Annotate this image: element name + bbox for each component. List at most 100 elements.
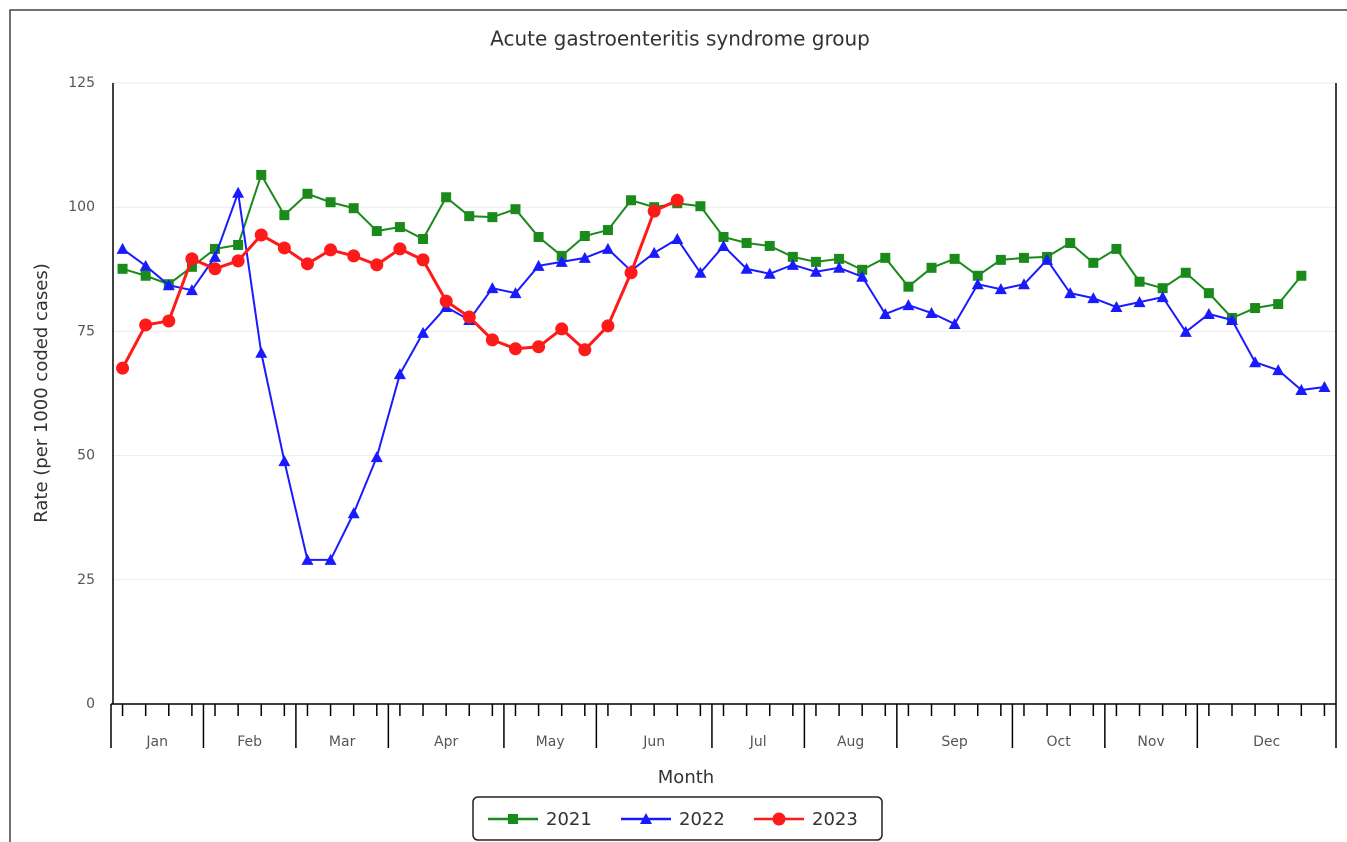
data-point — [1225, 313, 1238, 325]
data-point — [926, 262, 937, 273]
data-point — [1087, 292, 1100, 304]
x-tick-label: Oct — [1047, 734, 1072, 750]
data-point — [717, 239, 730, 251]
data-point — [324, 243, 338, 257]
data-point — [995, 254, 1006, 265]
legend-marker — [640, 813, 652, 824]
data-point — [510, 204, 521, 215]
data-point — [555, 322, 569, 336]
data-point — [1111, 243, 1122, 254]
data-point — [1017, 278, 1030, 290]
data-point — [370, 258, 384, 272]
legend-item[interactable]: 2021 — [488, 809, 592, 830]
data-point — [278, 455, 291, 467]
legend-marker — [772, 812, 786, 826]
data-point — [441, 192, 452, 203]
data-point — [694, 266, 707, 278]
data-point — [347, 507, 360, 519]
y-tick-label: 100 — [68, 199, 95, 215]
data-point — [1133, 296, 1146, 308]
data-point — [1318, 381, 1331, 393]
chart-title: Acute gastroenteritis syndrome group — [490, 27, 870, 51]
legend-box — [472, 796, 883, 841]
data-point — [1088, 257, 1099, 268]
data-point — [348, 203, 359, 214]
data-point — [418, 233, 429, 244]
data-point — [1018, 252, 1029, 263]
x-tick-label: Dec — [1253, 734, 1280, 750]
data-point — [1202, 308, 1215, 320]
data-point — [232, 186, 245, 198]
data-point — [487, 212, 498, 223]
data-point — [833, 261, 846, 273]
data-point — [117, 263, 128, 274]
data-point — [301, 553, 314, 565]
legend-label: 2021 — [546, 809, 592, 830]
data-point — [1064, 287, 1077, 299]
data-point — [485, 333, 499, 347]
data-point — [601, 319, 615, 333]
data-point — [324, 553, 337, 565]
data-point — [1134, 276, 1145, 287]
data-point — [1296, 270, 1307, 281]
data-point — [626, 195, 637, 206]
data-point — [1272, 364, 1285, 376]
data-point — [370, 451, 383, 463]
data-point — [255, 346, 268, 358]
data-point — [994, 283, 1007, 295]
legend-item[interactable]: 2022 — [621, 809, 725, 830]
data-point — [1203, 288, 1214, 299]
data-point — [764, 240, 775, 251]
y-tick-label: 50 — [77, 448, 95, 464]
data-point — [116, 361, 130, 375]
y-tick-label: 75 — [77, 323, 95, 339]
x-tick-label: Jun — [642, 734, 665, 750]
data-point — [648, 246, 661, 258]
data-point — [902, 299, 915, 311]
data-point — [208, 262, 222, 276]
y-tick-label: 0 — [86, 696, 95, 712]
x-tick-label: Jan — [145, 734, 168, 750]
data-point — [670, 193, 684, 207]
x-tick-label: May — [536, 734, 565, 750]
data-point — [647, 204, 661, 218]
data-point — [695, 201, 706, 212]
y-tick-label: 125 — [68, 75, 95, 91]
data-point — [1157, 283, 1168, 294]
data-point — [741, 237, 752, 248]
data-point — [602, 225, 613, 236]
x-tick-label: Aug — [837, 734, 864, 750]
data-point — [393, 242, 407, 256]
x-tick-label: Nov — [1137, 734, 1164, 750]
data-point — [186, 261, 197, 272]
data-point — [834, 253, 845, 264]
data-point — [508, 342, 522, 356]
data-point — [856, 270, 869, 282]
data-point — [809, 265, 822, 277]
legend-item[interactable]: 2023 — [754, 809, 858, 830]
data-point — [279, 210, 290, 221]
data-point — [949, 253, 960, 264]
data-point — [1065, 237, 1076, 248]
data-point — [209, 250, 222, 262]
data-point — [879, 308, 892, 320]
data-point — [185, 284, 198, 296]
data-point — [1110, 301, 1123, 313]
data-point — [880, 252, 891, 263]
data-point — [462, 310, 476, 324]
data-point — [740, 262, 753, 274]
data-point — [579, 231, 590, 242]
data-point — [925, 307, 938, 319]
y-tick-label: 25 — [77, 572, 95, 588]
data-point — [256, 169, 267, 180]
data-point — [185, 252, 199, 266]
legend: 2021 2022 2023 — [472, 796, 883, 841]
data-point — [233, 239, 244, 250]
data-point — [1250, 303, 1261, 314]
data-point — [578, 343, 592, 357]
data-point — [347, 249, 361, 263]
data-point — [416, 253, 430, 267]
series-line — [122, 172, 1303, 320]
